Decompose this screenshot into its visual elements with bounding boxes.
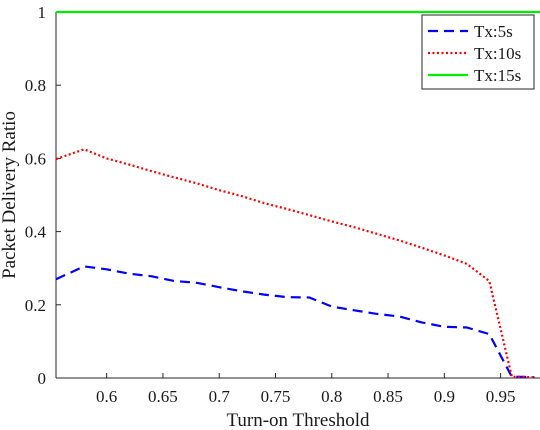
axes — [55, 11, 540, 379]
x-tick-label: 0.7 — [209, 387, 231, 406]
x-axis-label: Turn-on Threshold — [226, 410, 370, 430]
legend-label: Tx:5s — [474, 22, 513, 41]
legend-box — [421, 14, 535, 90]
y-tick-label: 0.8 — [25, 76, 46, 95]
legend-label: Tx:10s — [474, 44, 521, 63]
y-tick-label: 0.6 — [25, 149, 46, 168]
series-layer — [55, 10, 540, 379]
x-tick-label: 0.6 — [96, 387, 117, 406]
y-tick-label: 1 — [38, 3, 47, 22]
x-tick-label: 0.95 — [486, 387, 516, 406]
y-axis-label: Packet Delivery Ratio — [0, 111, 20, 279]
x-tick-label: 0.65 — [148, 387, 178, 406]
y-tick-label: 0.2 — [25, 296, 46, 315]
x-tick-label: 0.8 — [321, 387, 342, 406]
legend-label: Tx:15s — [474, 66, 521, 85]
x-tick-label: 0.85 — [373, 387, 403, 406]
x-tick-label: 0.75 — [261, 387, 291, 406]
y-tick-label: 0.4 — [25, 223, 47, 242]
series-line-1 — [55, 265, 535, 379]
tick-labels: 0.6 0.65 0.7 0.75 0.8 0.85 0.9 0.95 0 0.2 0.4 0.6 0.… — [25, 3, 516, 406]
x-tick-label: 0.9 — [434, 387, 455, 406]
legend: Tx:5s Tx:10s Tx:15s — [421, 14, 535, 90]
y-tick-label: 0 — [38, 369, 47, 388]
